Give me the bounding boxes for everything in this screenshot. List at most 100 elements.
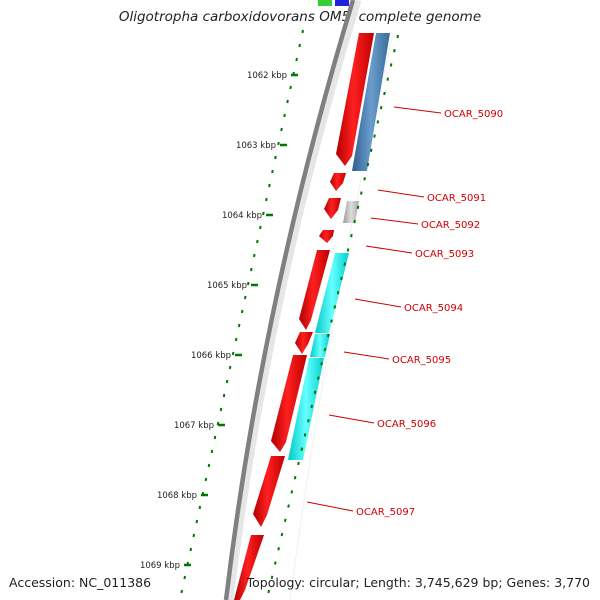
tick-dot-outer [376,120,380,124]
gene-leader-line [393,106,442,114]
cog-block-green [318,0,332,6]
tick-dot-inner [277,141,280,146]
tick-dot-outer [277,547,280,551]
cds-arrow-ocar-5092[interactable] [324,198,341,219]
tick-dot-inner [225,379,229,384]
gene-label[interactable]: OCAR_5097 [356,507,415,518]
tick-dot-outer [290,490,294,494]
tick-dot-outer [320,362,323,366]
tick-dot-inner [183,575,187,580]
cds-arrow-next[interactable] [234,535,264,600]
tick-label: 1067 kbp [174,421,214,431]
tick-dot-outer [396,34,399,39]
tick-dot-outer [293,475,297,480]
tick-dot-outer [274,561,277,565]
gene-leader-line [306,501,354,512]
tick-dot-outer [353,219,356,224]
tick-dot-outer [343,262,347,266]
tick-dot-outer [336,290,340,295]
tick-dot-outer [313,390,317,394]
cog-track [288,33,390,460]
cds-arrow-ocar-5093[interactable] [319,230,334,243]
backbone-ring-shadow [224,0,362,600]
cog-block-ocar-5095[interactable] [310,334,330,357]
genome-title: Oligotropha carboxidovorans OM5, complet… [118,9,482,25]
tick-dot-outer [360,191,363,195]
tick-dot-inner [240,309,244,314]
cds-arrow-ocar-5097[interactable] [253,456,285,527]
tick-label: 1064 kbp [222,211,262,221]
tick-dot-outer [267,589,270,594]
cds-arrow-ocar-5090[interactable] [336,33,374,166]
tick-dot-inner [243,295,247,300]
tick-label: 1062 kbp [247,71,287,81]
tick-dot-outer [283,518,287,523]
tick-dot-inner [198,505,202,510]
accession-text: Accession: NC_011386 [9,575,152,590]
tick-dot-inner [213,435,217,440]
gene-leader-line [354,298,402,308]
tick-label: 1065 kbp [207,281,247,291]
cog-block-blue [335,0,349,6]
backbone-ring [223,0,356,600]
tick-dot-inner [271,169,274,174]
tick-dot-inner [286,99,289,104]
tick-dot-inner [274,155,277,160]
gene-labels: OCAR_5090 OCAR_5091 OCAR_5092 OCAR_5093 OCAR… [306,106,503,518]
tick-dots-track [180,29,399,594]
tick-dot-inner [295,57,298,62]
tick-dot-inner [268,183,271,188]
cds-arrow-ocar-5096[interactable] [271,355,307,452]
tick-dot-inner [249,267,253,272]
tick-dot-inner [283,113,286,118]
tick-dot-outer [383,91,386,96]
tick-dot-inner [204,477,208,482]
tick-dot-inner [259,225,262,230]
tick-dot-outer [310,404,313,409]
tick-dot-inner [207,463,211,468]
tick-dot-inner [262,211,265,216]
gene-label[interactable]: OCAR_5090 [444,109,503,120]
tick-dot-outer [287,504,290,508]
tick-dot-outer [280,532,284,537]
gene-label[interactable]: OCAR_5092 [421,220,480,231]
gene-label[interactable]: OCAR_5094 [404,303,463,314]
cds-arrow-ocar-5091[interactable] [330,173,346,191]
cog-block-ocar-5096[interactable] [288,358,324,460]
tick-dot-outer [386,77,390,81]
tick-dot-inner [256,239,259,244]
tick-dot-outer [300,447,304,451]
topology-text: Topology: circular; Length: 3,745,629 bp… [246,575,590,590]
tick-dot-inner [219,407,223,412]
cds-arrow-ocar-5095[interactable] [295,332,313,354]
cog-block-ocar-5092[interactable] [343,201,359,223]
tick-dot-inner [210,449,214,454]
gene-label[interactable]: OCAR_5091 [427,193,486,204]
cds-arrow-ocar-5094[interactable] [299,250,330,330]
gene-leader-line [370,217,419,225]
tick-dot-outer [307,419,310,423]
gene-label[interactable]: OCAR_5093 [415,249,474,260]
tick-dot-outer [373,134,376,138]
tick-dot-outer [340,276,343,281]
tick-dot-inner [298,43,301,48]
gene-leader-line [343,351,390,360]
tick-dot-inner [234,337,238,342]
kbp-ticks: 1062 kbp 1063 kbp 1064 kbp 1065 kbp 1066 kbp… [140,71,298,571]
cog-block-ocar-5094[interactable] [315,253,349,333]
tick-dot-outer [330,319,333,323]
tick-dot-inner [253,253,256,258]
tick-dot-inner [228,365,232,370]
tick-dot-outer [270,575,274,579]
gene-label[interactable]: OCAR_5095 [392,355,451,366]
tick-label: 1063 kbp [236,141,276,151]
tick-dot-outer [366,162,370,167]
tick-dot-inner [265,197,268,202]
gene-label[interactable]: OCAR_5096 [377,419,436,430]
tick-label: 1066 kbp [191,351,231,361]
tick-dot-outer [379,105,383,110]
tick-dot-outer [297,461,300,466]
tick-dot-inner [237,323,241,328]
cog-block-ocar-5090[interactable] [352,33,390,171]
